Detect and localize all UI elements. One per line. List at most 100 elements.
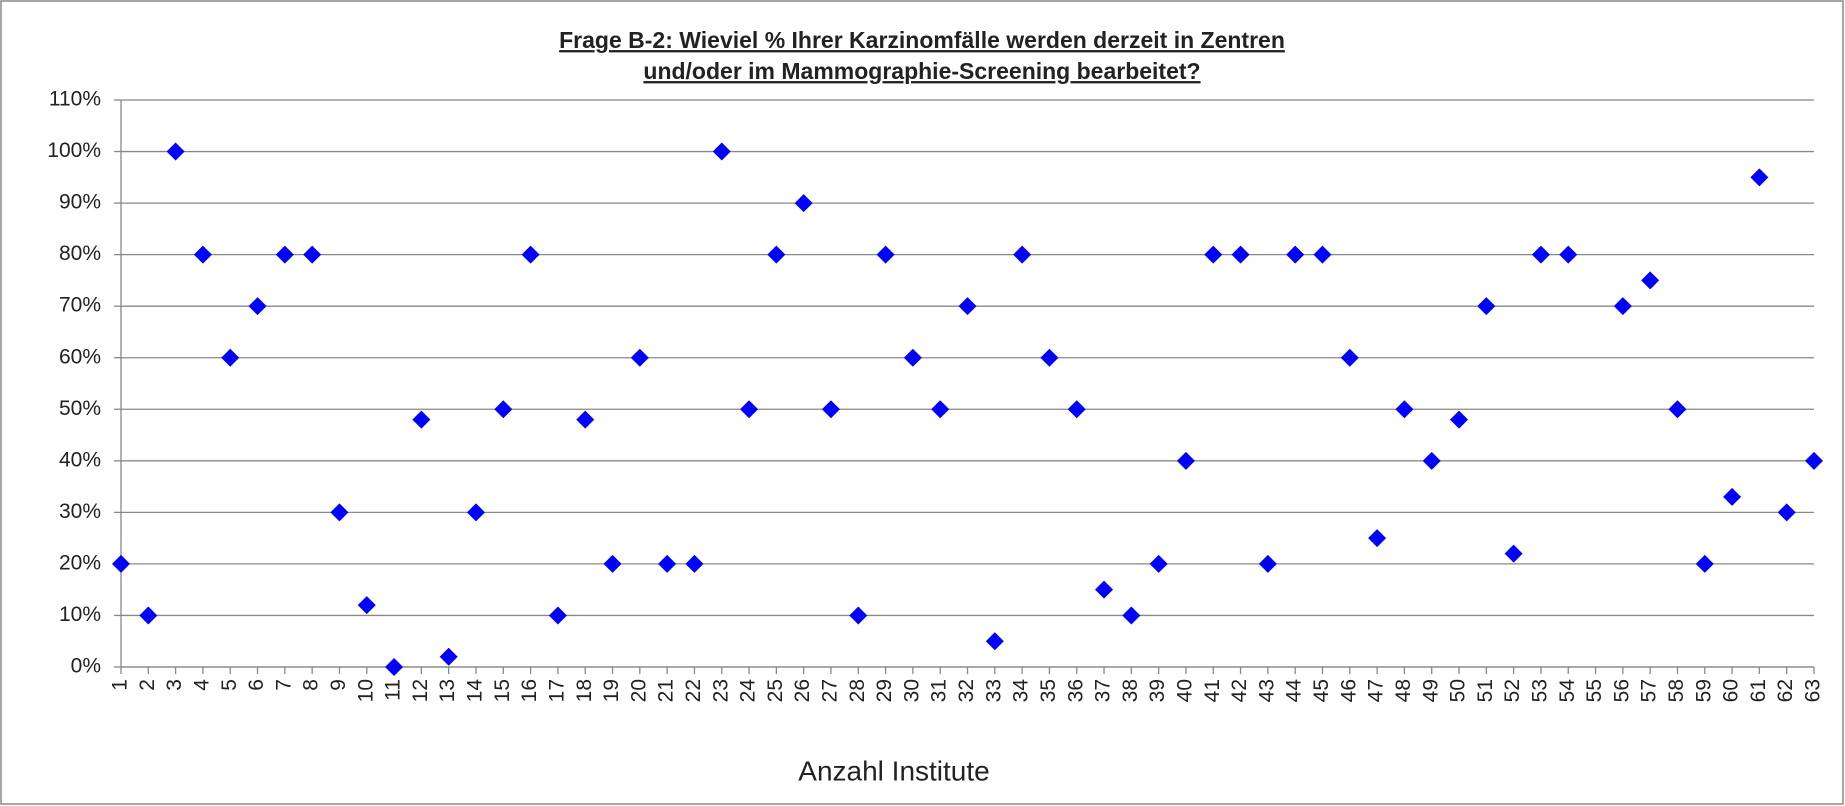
x-tick-label: 28 (846, 679, 869, 702)
x-tick-label: 57 (1638, 679, 1661, 702)
x-tick-label: 49 (1419, 679, 1442, 702)
data-point (521, 245, 540, 264)
data-point (1777, 503, 1796, 522)
x-tick-label: 21 (655, 679, 678, 702)
x-tick-label: 32 (955, 679, 978, 702)
data-point (1095, 580, 1114, 599)
data-point (1286, 245, 1305, 264)
x-tick-label: 39 (1146, 679, 1169, 702)
data-point (1504, 544, 1523, 563)
data-point (139, 606, 158, 625)
x-tick-label: 19 (600, 679, 623, 702)
y-tick-label: 100% (47, 139, 101, 162)
data-point (1531, 245, 1550, 264)
data-point (1067, 400, 1086, 419)
x-tick-label: 47 (1365, 679, 1388, 702)
y-tick-label: 70% (59, 294, 101, 317)
x-tick-label: 17 (545, 679, 568, 702)
data-point (1313, 245, 1332, 264)
x-tick-label: 22 (682, 679, 705, 702)
data-point (1231, 245, 1250, 264)
data-point (1559, 245, 1578, 264)
data-point (412, 410, 431, 429)
data-point (712, 142, 731, 161)
y-tick-label: 110% (49, 88, 101, 111)
x-tick-label: 29 (873, 679, 896, 702)
x-tick-label: 56 (1610, 679, 1633, 702)
x-tick-label: 44 (1283, 679, 1306, 703)
x-tick-label: 11 (382, 679, 405, 701)
data-point (1204, 245, 1223, 264)
x-tick-label: 8 (300, 679, 323, 691)
data-point (876, 245, 895, 264)
y-tick-label: 0% (71, 655, 101, 678)
x-tick-label: 53 (1528, 679, 1551, 702)
data-point (1368, 529, 1387, 548)
y-tick-label: 20% (59, 551, 101, 574)
y-tick-label: 90% (59, 191, 101, 214)
x-tick-label: 31 (928, 679, 951, 702)
x-tick-label: 15 (491, 679, 514, 702)
data-point (1422, 451, 1441, 470)
data-point (1395, 400, 1414, 419)
data-point (1258, 554, 1277, 573)
x-tick-label: 2 (136, 679, 159, 691)
x-tick-label: 37 (1092, 679, 1115, 702)
data-point (1750, 168, 1769, 187)
data-point (603, 554, 622, 573)
data-point (1477, 297, 1496, 316)
x-tick-label: 35 (1037, 679, 1060, 702)
data-point (931, 400, 950, 419)
data-point (1340, 348, 1359, 367)
data-point (248, 297, 267, 316)
data-point (903, 348, 922, 367)
x-tick-label: 16 (518, 679, 541, 702)
data-point (1723, 487, 1742, 506)
y-tick-label: 10% (59, 603, 101, 626)
data-point (275, 245, 294, 264)
x-tick-label: 26 (791, 679, 814, 702)
x-tick-label: 45 (1310, 679, 1333, 702)
data-point (1122, 606, 1141, 625)
data-point (466, 503, 485, 522)
data-point (1040, 348, 1059, 367)
x-tick-label: 18 (573, 679, 596, 702)
data-point (1641, 271, 1660, 290)
chart-title: Frage B-2: Wieviel % Ihrer Karzinomfälle… (559, 27, 1285, 53)
x-tick-label: 48 (1392, 679, 1415, 702)
x-tick-label: 5 (218, 679, 241, 691)
x-tick-label: 1 (109, 679, 132, 691)
x-tick-label: 3 (163, 679, 186, 691)
data-point (849, 606, 868, 625)
data-point (1176, 451, 1195, 470)
x-tick-label: 23 (709, 679, 732, 702)
data-point (1013, 245, 1032, 264)
data-point (1149, 554, 1168, 573)
data-point (1695, 554, 1714, 573)
x-tick-label: 20 (627, 679, 650, 702)
chart-title: und/oder im Mammographie-Screening bearb… (643, 58, 1200, 84)
data-point (767, 245, 786, 264)
x-tick-label: 36 (1064, 679, 1087, 702)
data-point (357, 596, 376, 615)
data-point (985, 632, 1004, 651)
x-tick-label: 50 (1447, 679, 1470, 702)
x-tick-label: 33 (982, 679, 1005, 702)
x-tick-label: 27 (819, 679, 842, 702)
data-point (303, 245, 322, 264)
data-point (740, 400, 759, 419)
x-tick-label: 61 (1747, 679, 1770, 702)
data-point (112, 554, 130, 573)
x-tick-label: 62 (1774, 679, 1797, 702)
x-tick-label: 54 (1556, 679, 1579, 703)
x-tick-label: 12 (409, 679, 432, 702)
x-tick-label: 9 (327, 679, 350, 691)
data-point (1805, 451, 1823, 470)
y-tick-label: 40% (59, 448, 101, 471)
data-point (576, 410, 595, 429)
x-tick-label: 38 (1119, 679, 1142, 702)
data-point (439, 647, 458, 666)
x-tick-label: 58 (1665, 679, 1688, 702)
x-tick-label: 40 (1173, 679, 1196, 702)
y-tick-label: 30% (59, 500, 101, 523)
